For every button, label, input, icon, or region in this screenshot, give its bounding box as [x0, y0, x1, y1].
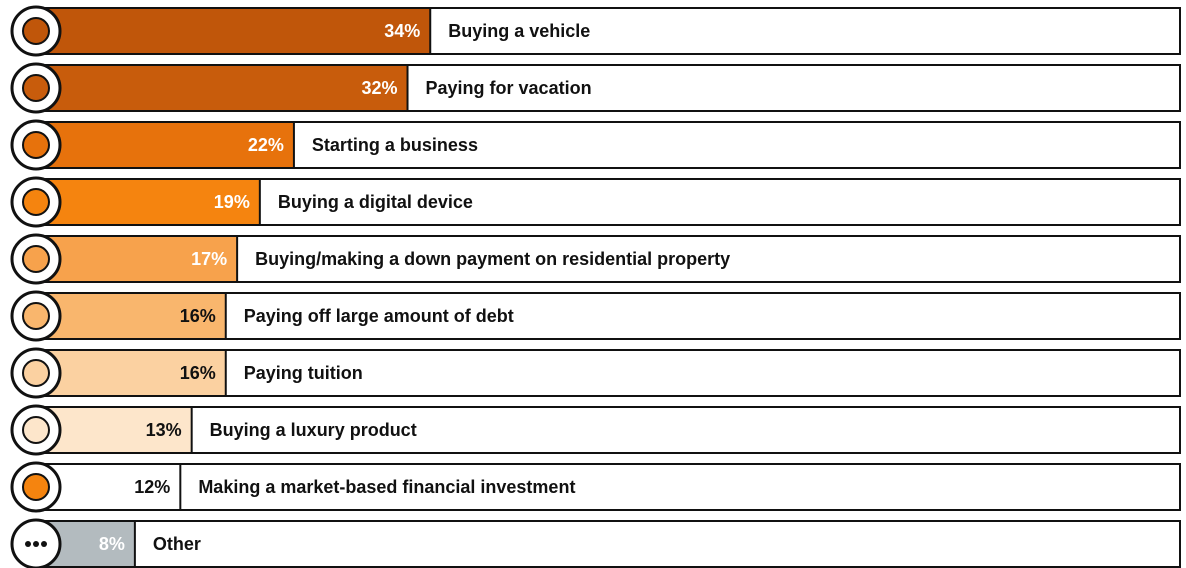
bar [44, 237, 238, 281]
value-label: 17% [191, 249, 227, 269]
icon-glyph [22, 416, 50, 444]
icon-glyph [22, 74, 50, 102]
value-label: 8% [99, 534, 125, 554]
value-label: 22% [248, 135, 284, 155]
icon-glyph [22, 302, 50, 330]
row-frame [39, 406, 1181, 454]
bar [44, 351, 226, 395]
bar [44, 123, 294, 167]
icon-glyph [22, 17, 50, 45]
value-label: 19% [214, 192, 250, 212]
icon-glyph [22, 131, 50, 159]
icon-glyph [22, 188, 50, 216]
value-label: 32% [361, 78, 397, 98]
bar [44, 66, 408, 110]
category-label: Other [153, 534, 201, 554]
value-label: 13% [146, 420, 182, 440]
category-label: Buying a digital device [278, 192, 473, 212]
category-label: Starting a business [312, 135, 478, 155]
value-label: 16% [180, 306, 216, 326]
category-label: Paying for vacation [426, 78, 592, 98]
row-frame [39, 292, 1181, 340]
icon-dot [33, 541, 39, 547]
icon-dot [41, 541, 47, 547]
value-label: 34% [384, 21, 420, 41]
category-label: Paying off large amount of debt [244, 306, 514, 326]
row-frame [39, 463, 1181, 511]
bar [44, 408, 192, 452]
icon-dot [25, 541, 31, 547]
icon-glyph [22, 359, 50, 387]
bar [44, 9, 431, 53]
bar [44, 294, 226, 338]
row-frame [39, 349, 1181, 397]
category-label: Buying/making a down payment on resident… [255, 249, 730, 269]
category-label: Paying tuition [244, 363, 363, 383]
category-label: Making a market-based financial investme… [198, 477, 575, 497]
category-label: Buying a luxury product [210, 420, 417, 440]
icon-glyph [22, 473, 50, 501]
bar [44, 180, 260, 224]
value-label: 12% [134, 477, 170, 497]
bar [44, 465, 181, 509]
value-label: 16% [180, 363, 216, 383]
row-frame [39, 520, 1181, 568]
icon-glyph [22, 245, 50, 273]
category-label: Buying a vehicle [448, 21, 590, 41]
